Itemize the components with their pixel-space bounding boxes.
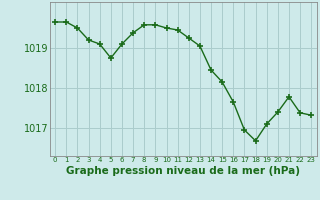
X-axis label: Graphe pression niveau de la mer (hPa): Graphe pression niveau de la mer (hPa): [66, 166, 300, 176]
